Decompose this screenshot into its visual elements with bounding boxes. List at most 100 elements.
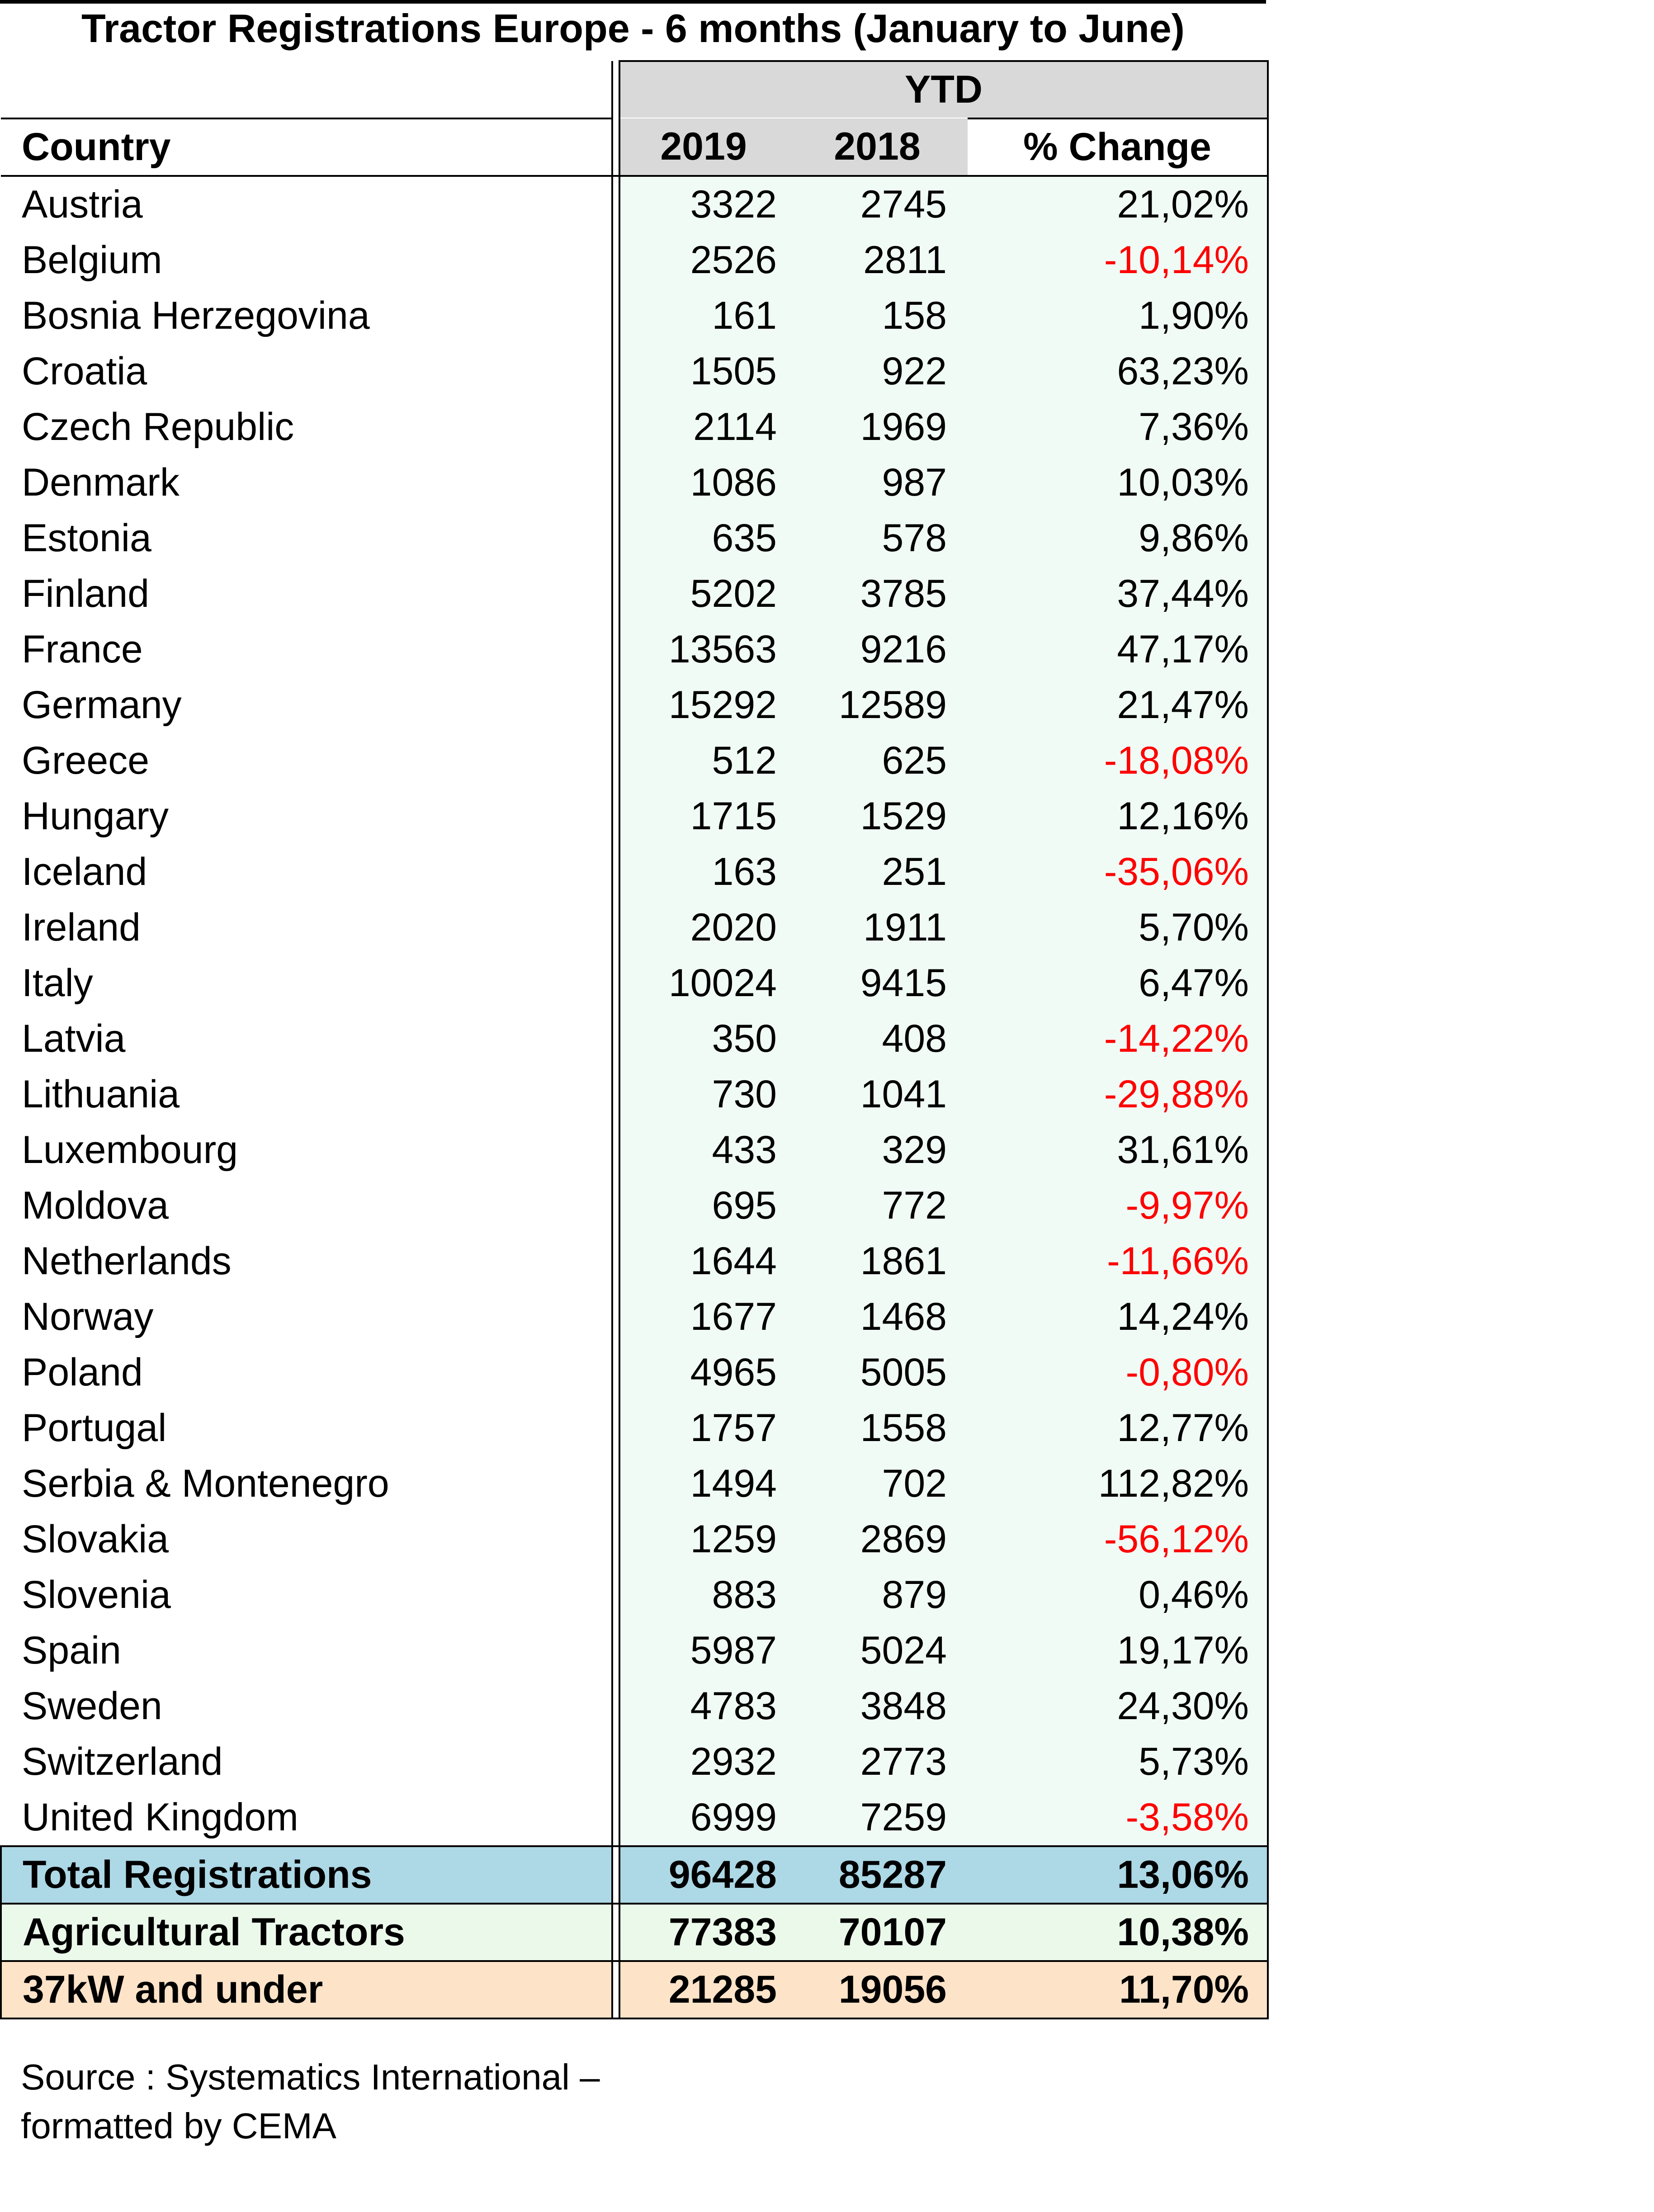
value-2019-cell: 2932	[619, 1734, 787, 1790]
value-2019-cell: 2114	[619, 399, 787, 455]
country-cell: Estonia	[22, 516, 151, 560]
change-cell: -56,12%	[968, 1512, 1269, 1567]
table-row: Belgium 2526 2811 -10,14%	[1, 232, 1269, 288]
table-row: Croatia 1505 922 63,23%	[1, 344, 1269, 399]
country-cell: Spain	[22, 1629, 121, 1672]
value-2018-cell: 1041	[787, 1067, 968, 1122]
table-row: Estonia 635 578 9,86%	[1, 510, 1269, 566]
value-2018-cell: 1529	[787, 789, 968, 844]
total-label-cell: 37kW and under	[0, 1960, 612, 2019]
value-2018-cell: 879	[787, 1567, 968, 1623]
table-row: France 13563 9216 47,17%	[1, 622, 1269, 677]
value-2018-cell: 12589	[787, 677, 968, 733]
value-2018-cell: 772	[787, 1178, 968, 1234]
year-2018-column-header: 2018	[787, 118, 968, 177]
column-separator	[611, 1790, 620, 1846]
column-separator	[611, 900, 620, 955]
country-cell: Luxembourg	[22, 1128, 238, 1172]
column-separator	[611, 1456, 620, 1512]
value-2018-cell: 987	[787, 455, 968, 510]
value-2018-cell: 3848	[787, 1678, 968, 1734]
country-cell: Greece	[22, 739, 150, 782]
table-row: Serbia & Montenegro 1494 702 112,82%	[1, 1456, 1269, 1512]
table-row: Hungary 1715 1529 12,16%	[1, 789, 1269, 844]
value-2018-cell: 5005	[787, 1345, 968, 1400]
value-2018-cell: 9415	[787, 955, 968, 1011]
header-blank-cell	[1, 61, 612, 119]
table-row: Portugal 1757 1558 12,77%	[1, 1400, 1269, 1456]
column-separator	[611, 1345, 620, 1400]
value-2018-cell: 922	[787, 344, 968, 399]
value-2019-cell: 15292	[619, 677, 787, 733]
column-separator	[611, 232, 620, 288]
value-2018-cell: 251	[787, 844, 968, 900]
table-row: Czech Republic 2114 1969 7,36%	[1, 399, 1269, 455]
column-separator	[611, 789, 620, 844]
table-row: Ireland 2020 1911 5,70%	[1, 900, 1269, 955]
change-cell: 24,30%	[968, 1678, 1269, 1734]
country-cell: Denmark	[22, 461, 180, 504]
total-2019-cell: 21285	[619, 1960, 787, 2019]
page-title: Tractor Registrations Europe - 6 months …	[81, 6, 1185, 51]
value-2018-cell: 3785	[787, 566, 968, 622]
table-row: Finland 5202 3785 37,44%	[1, 566, 1269, 622]
change-cell: 31,61%	[968, 1122, 1269, 1178]
source-line-1: Source : Systematics International –	[21, 2057, 600, 2097]
country-cell: Portugal	[22, 1406, 167, 1450]
value-2019-cell: 1505	[619, 344, 787, 399]
column-separator	[611, 677, 620, 733]
table-row: Moldova 695 772 -9,97%	[1, 1178, 1269, 1234]
change-cell: 14,24%	[968, 1289, 1269, 1345]
value-2019-cell: 635	[619, 510, 787, 566]
ytd-group-header: YTD	[619, 60, 1269, 118]
column-separator	[611, 344, 620, 399]
value-2019-cell: 730	[619, 1067, 787, 1122]
change-cell: 5,70%	[968, 900, 1269, 955]
column-separator	[611, 455, 620, 510]
column-separator	[611, 733, 620, 789]
change-cell: 63,23%	[968, 344, 1269, 399]
change-cell: 112,82%	[968, 1456, 1269, 1512]
country-cell: Lithuania	[22, 1073, 180, 1116]
column-separator	[611, 566, 620, 622]
source-line-2: formatted by CEMA	[21, 2106, 337, 2146]
value-2018-cell: 1558	[787, 1400, 968, 1456]
value-2019-cell: 350	[619, 1011, 787, 1067]
table-row: United Kingdom 6999 7259 -3,58%	[1, 1790, 1269, 1846]
table-row: Denmark 1086 987 10,03%	[1, 455, 1269, 510]
column-separator	[611, 510, 620, 566]
change-cell: 5,73%	[968, 1734, 1269, 1790]
value-2018-cell: 2869	[787, 1512, 968, 1567]
value-2019-cell: 161	[619, 288, 787, 344]
value-2019-cell: 5202	[619, 566, 787, 622]
total-registrations-row: Total Registrations 96428 85287 13,06%	[0, 1845, 1269, 1905]
change-cell: 37,44%	[968, 566, 1269, 622]
value-2019-cell: 2526	[619, 232, 787, 288]
country-cell: Finland	[22, 572, 150, 615]
table-row: Iceland 163 251 -35,06%	[1, 844, 1269, 900]
value-2018-cell: 2811	[787, 232, 968, 288]
value-2019-cell: 883	[619, 1567, 787, 1623]
column-separator	[611, 1734, 620, 1790]
column-separator	[611, 1011, 620, 1067]
value-2018-cell: 578	[787, 510, 968, 566]
column-separator	[611, 1567, 620, 1623]
table-row: Slovenia 883 879 0,46%	[1, 1567, 1269, 1623]
country-column-header: Country	[1, 118, 612, 177]
total-2018-cell: 70107	[787, 1903, 968, 1962]
change-cell: 19,17%	[968, 1623, 1269, 1678]
column-separator	[611, 1234, 620, 1289]
country-cell: Moldova	[22, 1184, 169, 1227]
change-cell: -10,14%	[968, 232, 1269, 288]
change-column-header: % Change	[968, 118, 1269, 177]
value-2019-cell: 10024	[619, 955, 787, 1011]
column-separator	[611, 622, 620, 677]
change-cell: 12,16%	[968, 789, 1269, 844]
value-2018-cell: 702	[787, 1456, 968, 1512]
table-row: Germany 15292 12589 21,47%	[1, 677, 1269, 733]
country-cell: Italy	[22, 961, 93, 1005]
value-2018-cell: 625	[787, 733, 968, 789]
column-separator	[611, 1960, 620, 2019]
change-cell: -35,06%	[968, 844, 1269, 900]
